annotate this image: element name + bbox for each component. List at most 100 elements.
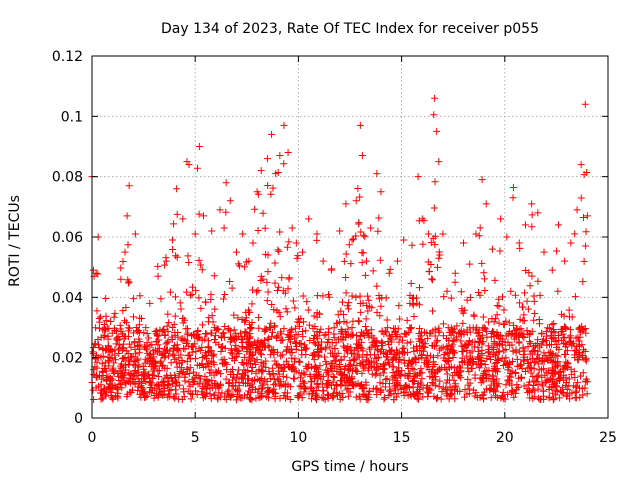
data-point bbox=[228, 354, 236, 362]
data-point bbox=[115, 333, 123, 341]
data-point bbox=[278, 274, 286, 282]
data-point bbox=[207, 366, 215, 374]
data-point bbox=[487, 356, 495, 364]
data-point bbox=[263, 378, 271, 386]
data-point bbox=[339, 394, 347, 402]
data-point bbox=[482, 385, 490, 393]
data-point bbox=[355, 341, 363, 349]
data-point bbox=[416, 389, 424, 397]
data-point bbox=[307, 383, 315, 391]
data-point bbox=[383, 316, 391, 324]
data-point bbox=[241, 263, 249, 271]
data-point bbox=[222, 396, 230, 404]
data-point bbox=[390, 371, 398, 379]
data-point bbox=[311, 392, 319, 400]
data-point bbox=[143, 393, 151, 401]
data-point bbox=[352, 293, 360, 301]
data-point bbox=[161, 331, 169, 339]
data-point bbox=[211, 331, 219, 339]
data-point bbox=[229, 390, 237, 398]
data-point bbox=[572, 388, 580, 396]
data-point bbox=[325, 293, 333, 301]
x-axis-label: GPS time / hours bbox=[291, 459, 408, 475]
data-point bbox=[239, 230, 247, 238]
data-point bbox=[190, 377, 198, 385]
data-point bbox=[435, 383, 443, 391]
data-point bbox=[154, 272, 162, 280]
data-point bbox=[358, 369, 366, 377]
data-point bbox=[228, 284, 236, 292]
data-point bbox=[373, 282, 381, 290]
data-point bbox=[405, 383, 413, 391]
data-point bbox=[310, 312, 318, 320]
data-point bbox=[179, 215, 187, 223]
data-point bbox=[352, 393, 360, 401]
data-point bbox=[239, 379, 247, 387]
data-point bbox=[121, 354, 129, 362]
data-point bbox=[557, 326, 565, 334]
data-point bbox=[210, 361, 218, 369]
data-point bbox=[92, 269, 100, 277]
data-point bbox=[530, 316, 538, 324]
data-point bbox=[454, 369, 462, 377]
data-point bbox=[176, 299, 184, 307]
data-point bbox=[357, 308, 365, 316]
data-point bbox=[102, 375, 110, 383]
data-point bbox=[549, 396, 557, 404]
data-point bbox=[487, 333, 495, 341]
data-point bbox=[248, 367, 256, 375]
data-point bbox=[313, 230, 321, 238]
data-point bbox=[513, 355, 521, 363]
data-point bbox=[486, 386, 494, 394]
data-point bbox=[232, 341, 240, 349]
data-point bbox=[279, 351, 287, 359]
data-point bbox=[464, 340, 472, 348]
data-point bbox=[89, 350, 97, 358]
data-point bbox=[364, 307, 372, 315]
data-point bbox=[112, 340, 120, 348]
data-point bbox=[299, 292, 307, 300]
data-point bbox=[365, 333, 373, 341]
data-point bbox=[472, 360, 480, 368]
data-point bbox=[235, 350, 243, 358]
data-point bbox=[92, 384, 100, 392]
data-point bbox=[551, 337, 559, 345]
data-point bbox=[311, 351, 319, 359]
data-point bbox=[425, 267, 433, 275]
data-point bbox=[183, 339, 191, 347]
data-point bbox=[460, 306, 468, 314]
data-point bbox=[581, 384, 589, 392]
data-point bbox=[100, 320, 108, 328]
data-point bbox=[343, 302, 351, 310]
data-point bbox=[210, 272, 218, 280]
data-point bbox=[124, 241, 132, 249]
data-point bbox=[534, 371, 542, 379]
data-point bbox=[519, 330, 527, 338]
data-point bbox=[451, 278, 459, 286]
data-point bbox=[583, 212, 591, 220]
data-point bbox=[183, 366, 191, 374]
data-point bbox=[220, 360, 228, 368]
data-point bbox=[124, 279, 132, 287]
data-point bbox=[316, 362, 324, 370]
data-point bbox=[258, 351, 266, 359]
data-point bbox=[533, 372, 541, 380]
data-point bbox=[412, 342, 420, 350]
data-point bbox=[255, 365, 263, 373]
data-point bbox=[282, 380, 290, 388]
y-tick-label: 0.06 bbox=[52, 230, 83, 246]
data-point bbox=[375, 291, 383, 299]
data-point bbox=[122, 380, 130, 388]
data-point bbox=[214, 395, 222, 403]
data-point bbox=[516, 347, 524, 355]
data-point bbox=[227, 349, 235, 357]
x-tick-label: 20 bbox=[496, 430, 514, 446]
data-point bbox=[516, 299, 524, 307]
x-tick-label: 10 bbox=[289, 430, 307, 446]
data-point bbox=[504, 390, 512, 398]
data-point bbox=[248, 355, 256, 363]
data-point bbox=[583, 378, 591, 386]
data-point bbox=[233, 374, 241, 382]
data-point bbox=[141, 359, 149, 367]
data-point bbox=[119, 307, 127, 315]
